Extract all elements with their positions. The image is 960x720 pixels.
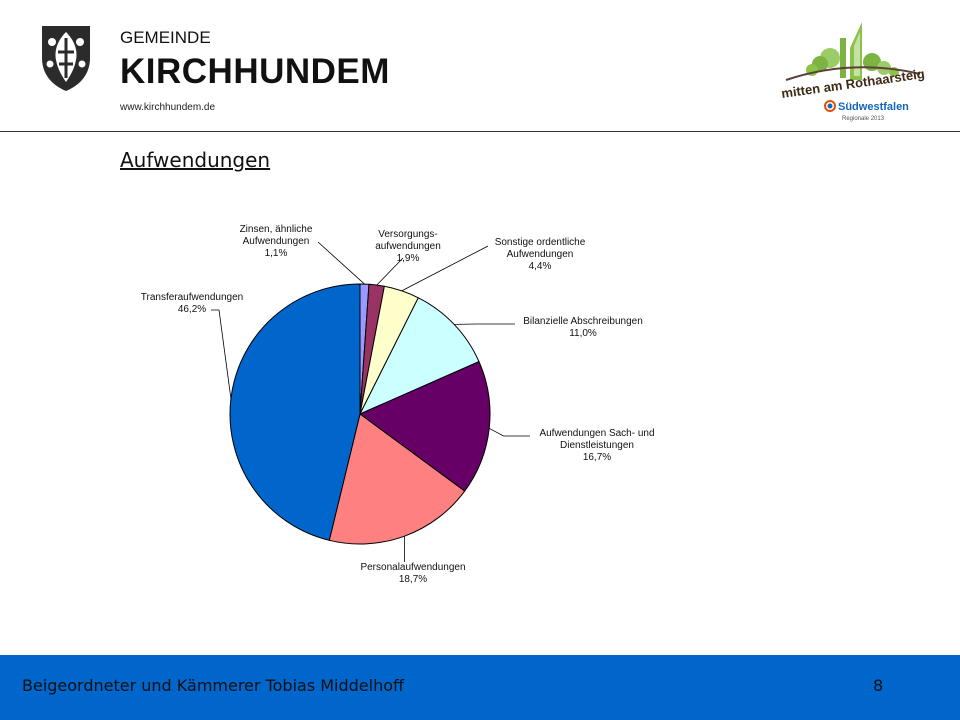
slice-label-3: Sonstige ordentliche Aufwendungen 4,4% [495,237,586,272]
pie-slice-6 [328,413,466,545]
header-divider [0,131,960,132]
slice-label-5: Aufwendungen Sach- und Dienstleistungen 16… [539,428,654,463]
slice-label-1: Zinsen, ähnliche Aufwendungen 1,1% [240,224,313,259]
logo-text-line3: Regionale 2013 [842,116,885,122]
footer-bar: Beigeordneter und Kämmerer Tobias Middel… [0,655,960,720]
leader-line-5 [489,427,530,437]
leader-line-3 [401,245,489,292]
pie-slice-5 [359,360,491,492]
header: GEMEINDE KIRCHHUNDEM www.kirchhundem.de … [0,0,960,133]
municipality-label: GEMEINDE [120,28,211,47]
pie-labels: Zinsen, ähnliche Aufwendungen 1,1% Versorgu… [141,224,655,585]
leader-line-2 [376,257,404,286]
slice-label-6: Personalaufwendungen 18,7% [360,562,465,585]
slice-label-7: Transferaufwendungen 46,2% [141,292,243,315]
website-link[interactable]: www.kirchhundem.de [120,102,216,113]
page-number: 8 [873,676,884,695]
regionale-logo: mitten am Rothaarsteig Südwestfalen Regi… [780,22,926,122]
logo-text-line2: Südwestfalen [838,101,909,113]
pie-slices [229,283,491,545]
slice-label-2: Versorgungs-aufwendungen 1,9% [375,229,441,264]
expenses-pie-chart: Zinsen, ähnliche Aufwendungen 1,1% Versorgu… [141,224,655,585]
pie-leader-lines [211,241,530,562]
slice-label-4: Bilanzielle Abschreibungen 11,0% [523,316,643,339]
slide-title: Aufwendungen [120,148,271,172]
municipality-crest-icon [42,26,90,91]
pie-slice-7 [229,283,361,541]
municipality-name: KIRCHHUNDEM [120,52,390,91]
leader-line-7 [211,309,232,399]
footer-presenter: Beigeordneter und Kämmerer Tobias Middel… [22,676,405,695]
leader-line-1 [317,241,365,285]
